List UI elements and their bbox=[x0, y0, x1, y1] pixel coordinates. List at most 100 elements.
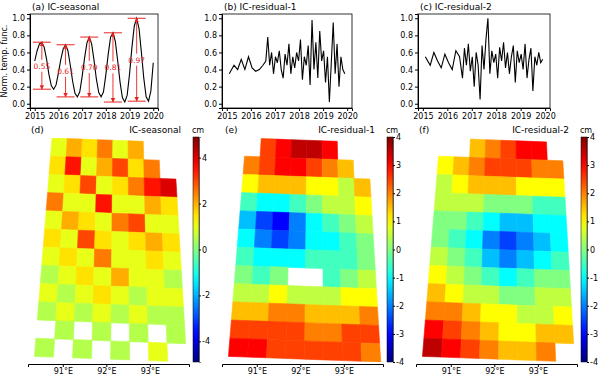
x-axis-tick-mark bbox=[447, 108, 448, 111]
map-cell bbox=[165, 288, 184, 307]
map-cell bbox=[95, 231, 112, 250]
map-cell bbox=[480, 340, 499, 359]
map-cell bbox=[323, 232, 340, 251]
map-cell bbox=[553, 288, 572, 307]
x-axis-tick: 2015 bbox=[217, 108, 237, 121]
x-axis: 91°E92°E93°E bbox=[417, 364, 578, 376]
map-cell bbox=[249, 321, 269, 340]
map-cell bbox=[535, 288, 554, 307]
colorbar-axis-tick-mark bbox=[393, 278, 395, 279]
x-axis-tick: 91°E bbox=[54, 364, 73, 376]
map-cell bbox=[306, 195, 322, 214]
map-cell bbox=[500, 213, 517, 232]
map-cell bbox=[461, 340, 481, 359]
map-cell bbox=[461, 321, 480, 340]
map-cell bbox=[113, 140, 129, 159]
panel-label: (f) bbox=[419, 125, 429, 135]
map-cell bbox=[465, 230, 483, 249]
map-cell bbox=[358, 270, 377, 289]
colorbar-axis-tick: 3 bbox=[587, 161, 595, 170]
map-cell bbox=[94, 267, 112, 286]
x-axis-tick: 2018 bbox=[487, 108, 507, 121]
y-axis-tick-mark bbox=[219, 52, 222, 53]
map-cell bbox=[485, 140, 501, 159]
map-cell bbox=[360, 325, 379, 344]
map-cell bbox=[427, 284, 446, 303]
map-cell bbox=[128, 196, 145, 215]
x-axis-tick-label: 92°E bbox=[97, 367, 116, 376]
map-cell bbox=[289, 231, 306, 250]
map-cell bbox=[434, 193, 452, 212]
colorbar-axis-tick-label: 1 bbox=[396, 217, 401, 226]
colorbar-axis-tick-mark bbox=[199, 295, 201, 296]
colorbar-axis-tick-mark bbox=[393, 137, 395, 138]
colorbar-axis-tick: -4 bbox=[587, 358, 598, 367]
colorbar-axis-line bbox=[394, 138, 396, 363]
colorbar-axis-tick-mark bbox=[587, 250, 589, 251]
y-axis-tick-label: 0.0 bbox=[204, 100, 217, 109]
map-cell bbox=[554, 325, 573, 344]
map-cell bbox=[77, 230, 95, 249]
y-axis-tick: 1.0 bbox=[204, 14, 222, 23]
map-cell bbox=[145, 196, 162, 215]
map-cell bbox=[147, 288, 166, 307]
y-axis-tick-label: 0.4 bbox=[204, 66, 217, 75]
map-cell bbox=[499, 286, 517, 305]
annotation-text: 0.81 bbox=[105, 63, 122, 72]
x-axis-tick-label: 91°E bbox=[54, 367, 73, 376]
colorbar-axis-tick-mark bbox=[587, 221, 589, 222]
y-axis-tick-label: 0.4 bbox=[400, 66, 413, 75]
x-axis-tick-mark bbox=[35, 108, 36, 111]
map-cell bbox=[111, 286, 129, 305]
map-cell bbox=[499, 268, 517, 287]
x-axis-tick: 2019 bbox=[313, 108, 333, 121]
y-axis-tick-label: 1.0 bbox=[400, 14, 413, 23]
map-cell bbox=[274, 176, 291, 195]
map-cell bbox=[166, 325, 185, 344]
x-axis-tick-mark bbox=[251, 108, 252, 111]
map-cell bbox=[323, 323, 342, 342]
map-cell bbox=[305, 304, 323, 323]
map-cell bbox=[534, 269, 552, 288]
map-cell bbox=[112, 177, 128, 196]
map-cell bbox=[74, 303, 93, 322]
map-cell bbox=[517, 269, 535, 288]
x-axis-tick-label: 2015 bbox=[217, 112, 237, 121]
x-axis-tick-mark bbox=[106, 108, 107, 111]
map-cell bbox=[306, 213, 323, 232]
colorbar-axis-tick: 4 bbox=[199, 154, 207, 163]
colorbar-axis-tick-label: 0 bbox=[590, 246, 595, 255]
map-cell bbox=[129, 214, 146, 233]
map-cell bbox=[483, 231, 500, 250]
y-axis-tick: 1.0 bbox=[400, 14, 418, 23]
x-axis-tick-label: 2017 bbox=[72, 112, 92, 121]
map-cell bbox=[468, 176, 485, 195]
y-axis-tick: 0.2 bbox=[204, 83, 222, 92]
map-cell bbox=[291, 158, 307, 177]
x-axis-tick-mark bbox=[472, 108, 473, 111]
x-axis-tick-label: 2019 bbox=[313, 112, 333, 121]
map-cell bbox=[144, 178, 161, 197]
colorbar-axis-tick-label: -3 bbox=[590, 330, 598, 339]
colorbar-axis-tick-mark bbox=[199, 341, 201, 342]
map-cell bbox=[306, 250, 323, 269]
colorbar bbox=[581, 137, 587, 362]
y-axis: 0.00.20.40.60.81.0 bbox=[12, 14, 30, 108]
map-cell bbox=[517, 214, 534, 233]
map-cell bbox=[482, 267, 500, 286]
panel-label: (e) bbox=[225, 125, 238, 135]
map-cell bbox=[93, 304, 112, 323]
colorbar-axis-tick-label: 2 bbox=[396, 189, 401, 198]
x-axis-tick-mark bbox=[299, 108, 300, 111]
y-axis-tick-label: 0.8 bbox=[204, 31, 217, 40]
map-cell bbox=[290, 194, 307, 213]
x-axis-tick: 2018 bbox=[96, 108, 116, 121]
map-cell bbox=[531, 141, 547, 160]
x-axis-tick-mark bbox=[347, 108, 348, 111]
map-cell bbox=[306, 231, 323, 250]
colorbar-axis-tick-label: -2 bbox=[202, 291, 210, 300]
y-axis-tick-mark bbox=[415, 87, 418, 88]
map-cell bbox=[260, 139, 276, 158]
map-cell bbox=[234, 265, 253, 284]
plot-frame bbox=[30, 14, 158, 108]
